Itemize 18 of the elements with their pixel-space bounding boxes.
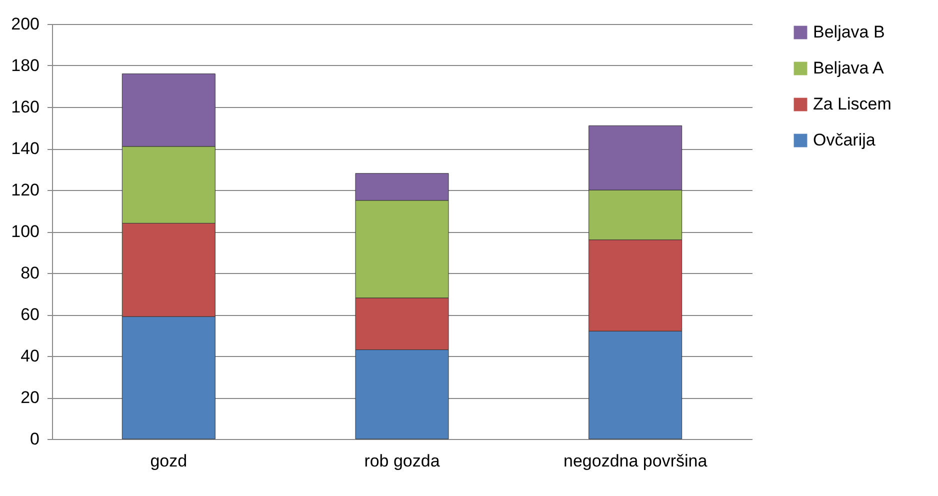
y-tick-label: 20 <box>20 388 40 407</box>
y-tick-label: 180 <box>11 56 40 75</box>
legend-label: Ovčarija <box>813 130 876 150</box>
x-tick-label: rob gozda <box>364 452 440 470</box>
y-tick-label: 160 <box>11 98 40 116</box>
y-tick-label: 60 <box>20 305 40 324</box>
y-tick-label: 120 <box>11 180 40 200</box>
legend-label: Beljava A <box>813 58 885 78</box>
y-tick-label: 80 <box>20 264 40 282</box>
y-tick-label: 100 <box>11 222 40 241</box>
x-tick-label: negozdna površina <box>563 452 708 470</box>
y-tick-label: 200 <box>11 14 40 34</box>
legend-label: Za Liscem <box>813 94 892 114</box>
x-tick-label: gozd <box>150 452 188 470</box>
legend-label: Beljava B <box>813 22 885 42</box>
y-tick-label: 140 <box>11 139 40 158</box>
y-tick-label: 40 <box>20 346 40 366</box>
y-tick-label: 0 <box>30 430 40 448</box>
